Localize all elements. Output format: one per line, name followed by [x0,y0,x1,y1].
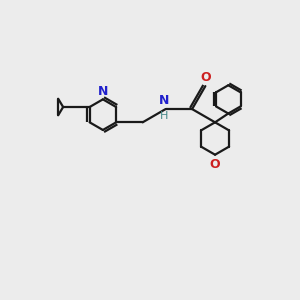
Text: H: H [160,111,168,122]
Text: O: O [210,158,220,171]
Text: N: N [98,85,108,98]
Text: O: O [200,71,211,84]
Text: N: N [159,94,169,107]
